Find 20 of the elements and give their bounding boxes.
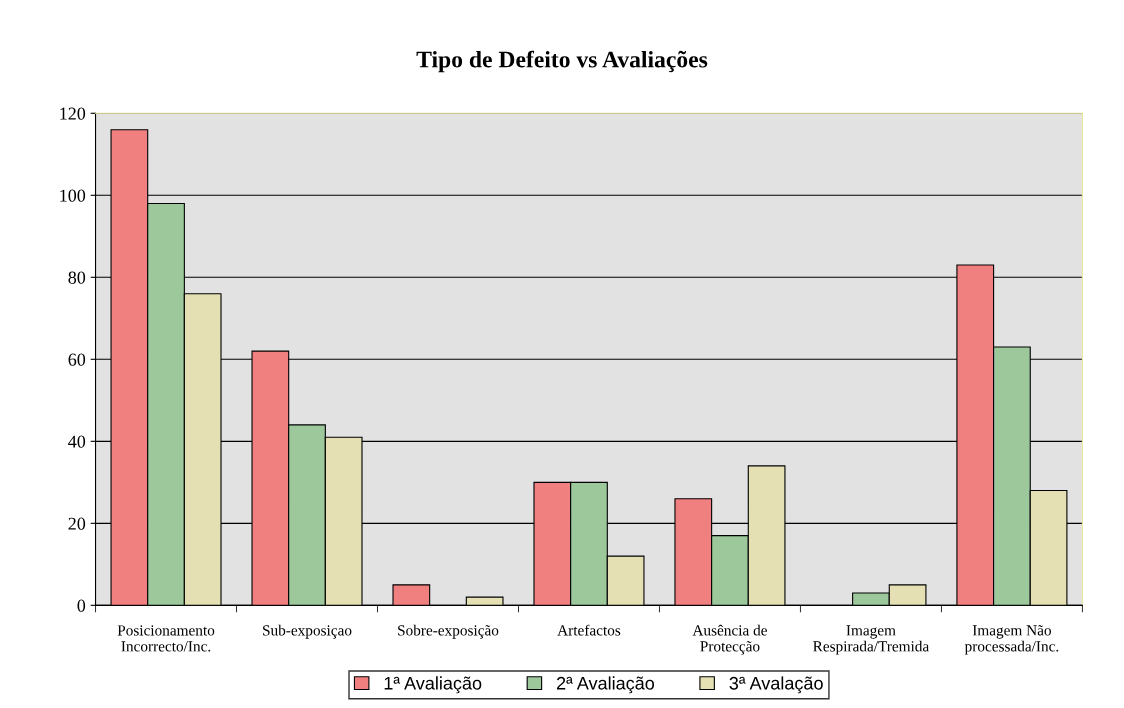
- x-tick-label: Imagem Não processada/Inc.: [964, 625, 1059, 655]
- x-tick-label: Imagem Respirada/Tremida: [813, 625, 929, 655]
- y-tick-label: 60: [68, 353, 86, 366]
- x-tick-label: Ausência de Protecção: [692, 624, 767, 655]
- x-tick-label: Sobre-exposição: [398, 624, 499, 639]
- chart-title: Tipo de Defeito vs Avaliações: [416, 50, 708, 73]
- y-tick-label: 120: [60, 107, 86, 120]
- y-tick-label: 100: [60, 189, 86, 202]
- y-tick-label: 80: [68, 271, 86, 284]
- legend-label: 2ª Avaliação: [556, 676, 655, 694]
- bar: [465, 596, 504, 606]
- x-tick-label: Posicionamento Incorrecto/Inc.: [117, 625, 215, 652]
- x-tick-label: Sub-exposiçao: [263, 624, 352, 639]
- legend-label: 3ª Avalação: [729, 676, 823, 694]
- x-tick-label: Artefactos: [557, 624, 621, 636]
- y-tick-label: 0: [77, 599, 86, 612]
- y-tick-label: 40: [68, 435, 86, 448]
- bar: [392, 584, 431, 606]
- y-tick-label: 20: [68, 517, 86, 530]
- legend-label: 1ª Avaliação: [384, 676, 482, 694]
